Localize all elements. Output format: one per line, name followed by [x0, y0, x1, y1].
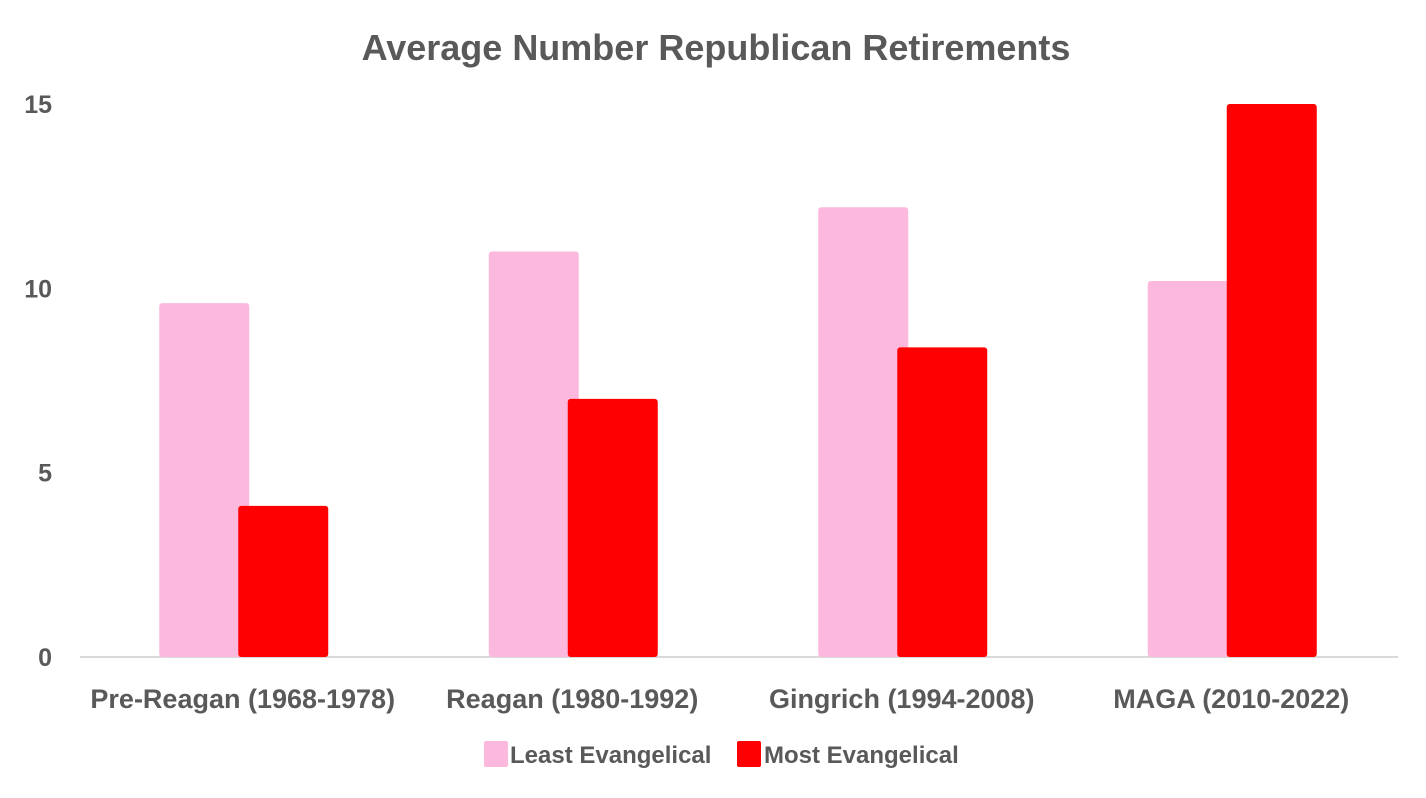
- bar-most-evangelical: [897, 347, 988, 657]
- bar-least-evangelical: [488, 251, 579, 657]
- x-tick-label: Pre-Reagan (1968-1978): [90, 684, 395, 714]
- x-tick-label: Gingrich (1994-2008): [769, 684, 1035, 714]
- bar-least-evangelical: [818, 207, 909, 657]
- bar-most-evangelical: [567, 398, 658, 657]
- bar-most-evangelical: [1226, 104, 1317, 657]
- legend-label: Least Evangelical: [510, 742, 711, 769]
- chart-title: Average Number Republican Retirements: [362, 27, 1071, 68]
- bars-group: [159, 104, 1317, 657]
- y-tick-label: 0: [38, 644, 52, 672]
- bar-least-evangelical: [1147, 280, 1238, 657]
- legend: Least Evangelical Most Evangelical: [484, 741, 959, 769]
- y-axis-ticks: 0 5 10 15: [24, 91, 52, 672]
- x-tick-label: MAGA (2010-2022): [1113, 684, 1349, 714]
- x-axis-ticks: Pre-Reagan (1968-1978) Reagan (1980-1992)…: [90, 684, 1349, 714]
- bar-least-evangelical: [159, 303, 250, 657]
- y-tick-label: 10: [24, 275, 52, 303]
- legend-swatch: [484, 741, 508, 767]
- x-tick-label: Reagan (1980-1992): [446, 684, 698, 714]
- bar-most-evangelical: [238, 505, 329, 657]
- y-tick-label: 15: [24, 91, 52, 119]
- legend-swatch: [737, 741, 761, 767]
- y-tick-label: 5: [38, 460, 52, 488]
- legend-label: Most Evangelical: [764, 742, 959, 769]
